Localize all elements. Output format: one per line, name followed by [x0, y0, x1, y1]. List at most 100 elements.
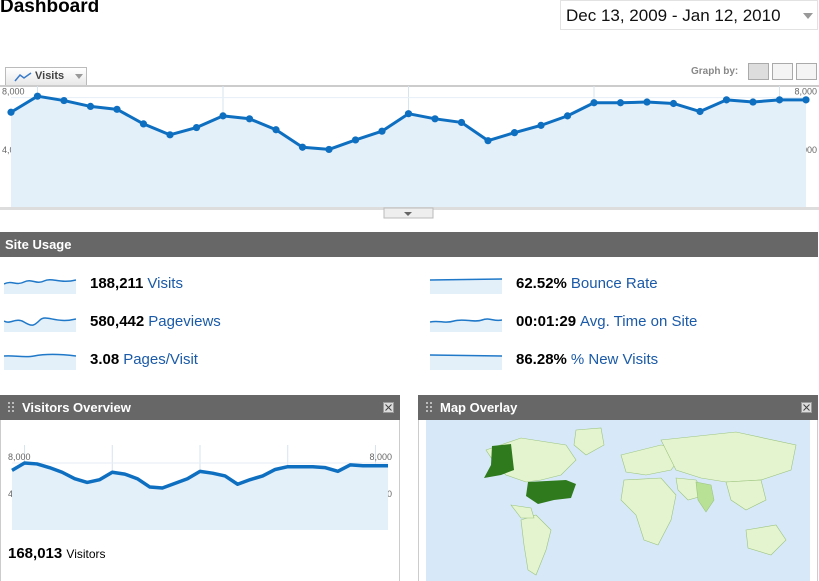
metric-value: 188,211	[90, 275, 144, 292]
data-point	[404, 110, 413, 118]
y-tick-label: 8,000	[2, 87, 25, 97]
metric-value: 580,442	[90, 313, 145, 330]
sparkline-line	[430, 278, 502, 281]
sparkline-area	[430, 355, 502, 370]
data-point	[192, 123, 201, 132]
data-point	[696, 107, 704, 116]
data-point	[7, 108, 15, 116]
data-point	[590, 99, 598, 107]
sparkline	[430, 354, 502, 370]
metric-value: 62.52%	[516, 275, 567, 292]
metric-link[interactable]: Avg. Time on Site	[580, 313, 698, 330]
total-label: Visitors	[66, 547, 106, 561]
data-point	[351, 136, 360, 144]
dropdown-arrow	[803, 13, 813, 19]
line-icon	[14, 72, 32, 82]
data-point	[272, 126, 280, 134]
data-point	[431, 115, 439, 123]
y-tick-label: 8,000	[369, 452, 392, 462]
data-point	[775, 96, 784, 104]
sparkline	[4, 353, 76, 370]
sparkline-line	[430, 354, 502, 357]
date-range: Dec 13, 2009 - Jan 12, 2010	[566, 6, 781, 25]
data-point	[113, 105, 121, 113]
visitors-total: 168,013 Visitors	[8, 545, 106, 562]
metric-value: 3.08	[90, 351, 120, 368]
y-tick-label: 8,000	[794, 87, 817, 97]
close-button[interactable]	[383, 402, 394, 413]
close-button[interactable]	[801, 402, 812, 413]
data-point	[510, 129, 519, 137]
sparkline-area	[430, 279, 502, 294]
data-point	[537, 121, 545, 129]
sparkline-area	[4, 354, 76, 370]
sparkline	[430, 318, 502, 332]
india	[695, 481, 715, 513]
usage-metric: 3.08 Pages/Visit	[90, 351, 198, 368]
site-usage-header: Site Usage	[0, 232, 818, 257]
drag-handle[interactable]	[426, 402, 434, 413]
metric-value: 00:01:29	[516, 313, 577, 330]
data-point	[219, 112, 227, 120]
data-point	[86, 102, 95, 111]
data-point	[749, 98, 757, 106]
data-point	[166, 131, 174, 139]
metric-link[interactable]: Visits	[147, 275, 183, 292]
usage-metric: 580,442 Pageviews	[90, 313, 221, 330]
usage-metric: 188,211 Visits	[90, 275, 183, 292]
usage-metric: 62.52% Bounce Rate	[516, 275, 658, 292]
data-point	[563, 112, 572, 120]
data-point	[60, 96, 68, 105]
sparkline-line	[4, 317, 76, 326]
graph-by-day[interactable]	[748, 63, 769, 80]
metric-link[interactable]: Pageviews	[148, 313, 221, 330]
data-point	[722, 96, 731, 104]
series-area	[12, 463, 388, 530]
visitors-overview-header: Visitors Overview	[0, 395, 400, 420]
metric-selector[interactable]: Visits	[5, 67, 87, 85]
usage-metric: 00:01:29 Avg. Time on Site	[516, 313, 697, 330]
data-point	[643, 98, 651, 106]
metric-label: Visits	[35, 70, 65, 82]
sparkline-line	[430, 318, 502, 323]
collapse-arrow	[404, 212, 412, 216]
usage-metric: 86.28%% New Visits	[516, 351, 658, 368]
drag-handle[interactable]	[8, 402, 16, 413]
world-map[interactable]	[426, 420, 810, 581]
graph-by-month[interactable]	[796, 63, 817, 80]
data-point	[298, 143, 307, 151]
united-states	[526, 480, 576, 504]
data-point	[802, 96, 810, 104]
data-point	[325, 145, 333, 154]
metric-link[interactable]: Pages/Visit	[123, 351, 198, 368]
data-point	[669, 99, 678, 108]
data-point	[245, 115, 254, 123]
dropdown-arrow	[75, 74, 83, 79]
data-point	[484, 137, 492, 145]
series-area	[11, 96, 806, 207]
metric-value: 86.28%	[516, 351, 567, 368]
data-point	[378, 127, 386, 135]
total-value: 168,013	[8, 545, 63, 562]
alaska	[484, 444, 514, 478]
sparkline	[4, 278, 76, 294]
sparkline-line	[4, 353, 76, 358]
sparkline-line	[4, 278, 76, 285]
metric-link[interactable]: Bounce Rate	[570, 275, 658, 292]
y-tick-label: 8,000	[8, 452, 31, 462]
data-point	[139, 120, 148, 128]
page-title: Dashboard	[0, 0, 100, 17]
data-point	[33, 92, 42, 100]
metric-link[interactable]: % New Visits	[570, 351, 659, 368]
map-overlay-header: Map Overlay	[418, 395, 818, 420]
series-line	[11, 461, 388, 490]
date-range-picker[interactable]: Dec 13, 2009 - Jan 12, 2010	[560, 0, 818, 30]
sparkline	[4, 317, 76, 332]
graph-by-week[interactable]	[772, 63, 793, 80]
sparkline	[430, 278, 502, 294]
data-point	[457, 118, 466, 127]
data-point	[616, 99, 625, 107]
